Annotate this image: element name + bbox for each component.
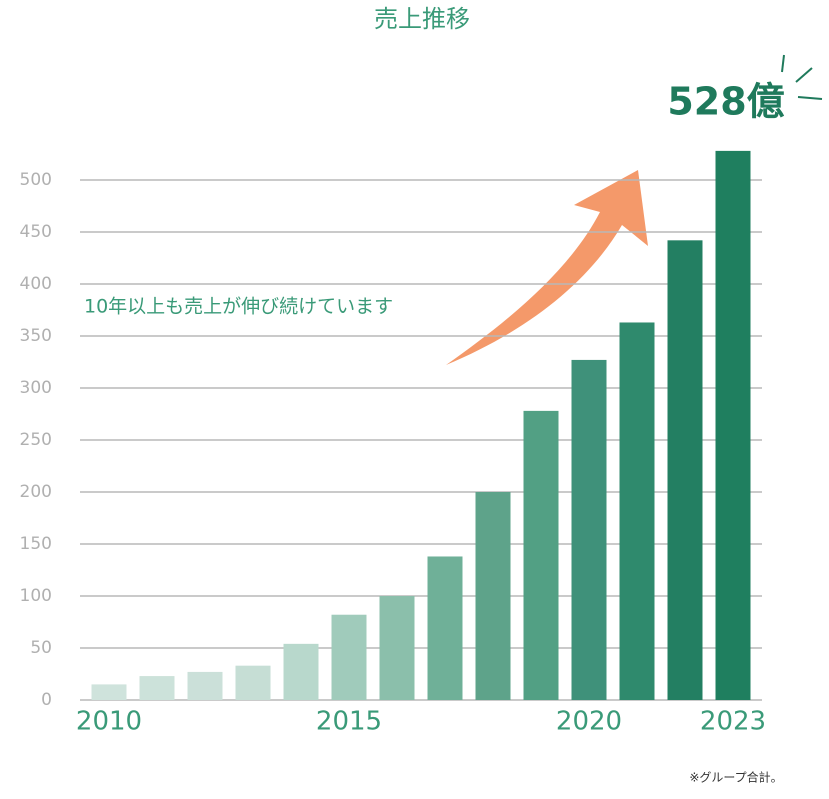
growth-arrow [446, 170, 648, 365]
bar [139, 676, 175, 700]
bar [523, 410, 559, 700]
x-tick-label: 2020 [556, 707, 622, 737]
y-tick-label: 100 [20, 586, 52, 606]
bar [331, 614, 367, 700]
bar [571, 359, 607, 700]
y-tick-label: 500 [20, 170, 52, 190]
x-tick-label: 2015 [316, 707, 382, 737]
footnote: ※グループ合計。 [689, 770, 782, 785]
bar [427, 556, 463, 700]
x-tick-label: 2023 [700, 707, 766, 737]
bar [475, 492, 511, 700]
y-tick-label: 400 [20, 274, 52, 294]
y-tick-label: 50 [30, 638, 52, 658]
bar [283, 643, 319, 700]
y-tick-label: 300 [20, 378, 52, 398]
bar [715, 150, 751, 700]
bar [619, 322, 655, 700]
y-tick-label: 450 [20, 222, 52, 242]
y-tick-label: 150 [20, 534, 52, 554]
y-tick-label: 350 [20, 326, 52, 346]
y-tick-label: 200 [20, 482, 52, 502]
bar [187, 671, 223, 700]
bar [667, 240, 703, 700]
bar [235, 665, 271, 700]
bar [91, 684, 127, 700]
y-tick-label: 250 [20, 430, 52, 450]
x-tick-label: 2010 [76, 707, 142, 737]
highlight-label: 528億 [667, 80, 784, 124]
highlight-decoration [781, 54, 823, 100]
bar [379, 596, 415, 700]
chart-title: 売上推移 [374, 5, 470, 33]
annotation: 10年以上も売上が伸び続けています [84, 296, 393, 318]
y-tick-label: 0 [41, 690, 52, 710]
